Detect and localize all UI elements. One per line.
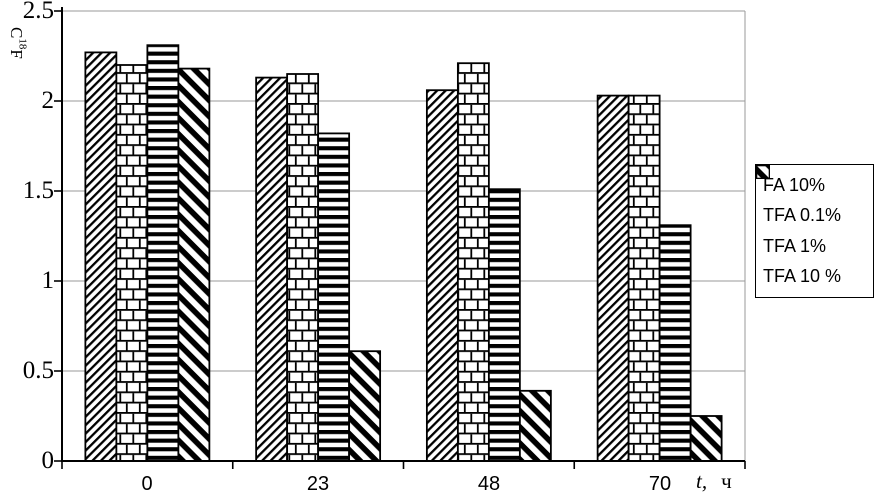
bar-tfa-1-t0: [146, 44, 180, 462]
y-axis-title-superscript: 18: [16, 38, 29, 50]
axes: [54, 7, 746, 469]
bar-tfa-1-t23: [317, 132, 351, 462]
legend-label: FA 10%: [763, 174, 826, 195]
bar-tfa-0-1-t0: [115, 64, 149, 462]
x-tick-label: 0: [141, 473, 153, 495]
y-axis-title-base: C: [7, 27, 26, 39]
legend-box: FA 10% TFA 0.1% TFA 1% TFA 10 %: [755, 164, 874, 298]
legend-item-tfa-0-1: TFA 0.1%: [756, 165, 873, 226]
bar-tfa-10-t23: [348, 350, 382, 462]
y-tick-label: 1.5: [22, 177, 54, 204]
bars: [84, 44, 723, 462]
x-tick-label: 70: [648, 473, 672, 495]
legend-label: TFA 1%: [763, 235, 827, 256]
bar-tfa-10-t48: [518, 389, 552, 462]
x-axis-title: t, ч: [696, 469, 766, 494]
bar-tfa-10-t70: [689, 415, 723, 462]
bar-tfa-0-1-t23: [286, 73, 320, 462]
legend-label: TFA 0.1%: [763, 205, 842, 226]
y-tick-label: 0.5: [22, 357, 54, 384]
legend-key-back-diagonal-hatch-icon: [756, 165, 770, 179]
legend-item-fa-10: FA 10%: [756, 165, 873, 196]
y-axis-title-suffix: F: [7, 49, 26, 59]
bar-tfa-1-t48: [487, 188, 521, 462]
bar-fa-10-t70: [596, 94, 630, 462]
y-tick-label: 0: [41, 447, 55, 474]
legend-label: TFA 10 %: [763, 266, 842, 287]
bar-tfa-10-t0: [177, 67, 211, 462]
x-tick-label: 23: [306, 473, 330, 495]
y-tick-label: 2.5: [22, 0, 54, 24]
bar-tfa-1-t70: [658, 224, 692, 462]
bar-fa-10-t0: [84, 51, 118, 462]
bar-fa-10-t48: [425, 89, 459, 462]
bar-fa-10-t23: [255, 76, 289, 462]
bar-tfa-0-1-t70: [627, 94, 661, 462]
x-axis-unit: ч: [721, 469, 732, 493]
legend-item-tfa-10: TFA 10 %: [756, 165, 873, 287]
legend-item-tfa-1: TFA 1%: [756, 165, 873, 257]
bar-tfa-0-1-t48: [456, 62, 490, 462]
y-tick-label: 2: [41, 87, 55, 114]
x-axis-symbol: t,: [696, 469, 708, 493]
y-tick-label: 1: [41, 267, 55, 294]
y-axis-title: C18F: [3, 27, 36, 113]
x-tick-label: 48: [477, 473, 501, 495]
